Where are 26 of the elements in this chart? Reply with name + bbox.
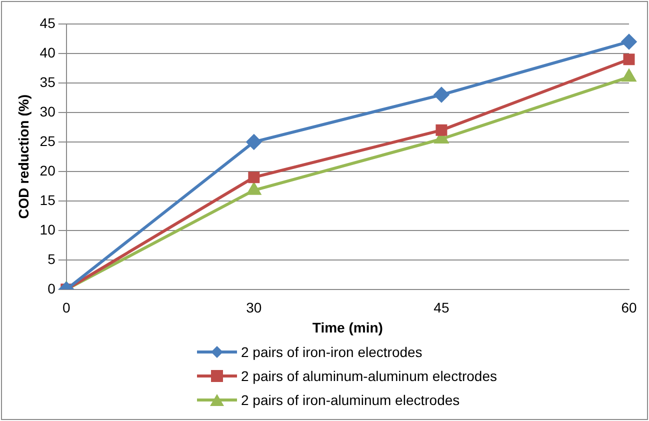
- y-tick-label: 5: [48, 250, 56, 267]
- y-tick-label: 15: [40, 192, 56, 208]
- legend-label: 2 pairs of iron-iron electrodes: [241, 344, 422, 360]
- point: [622, 70, 636, 82]
- legend-label: 2 pairs of aluminum-aluminum electrodes: [241, 368, 497, 384]
- x-tick-label: 0: [62, 300, 70, 316]
- point: [622, 34, 636, 50]
- point: [436, 124, 448, 136]
- y-tick-label: 0: [48, 280, 56, 296]
- y-tick-label: 10: [40, 221, 56, 238]
- x-tick-label: 30: [246, 300, 262, 316]
- point: [434, 87, 449, 102]
- point: [623, 54, 635, 66]
- point: [246, 134, 262, 150]
- y-axis-title: COD reduction (%): [15, 94, 32, 219]
- legend-label: 2 pairs of iron-aluminum electrodes: [241, 392, 460, 408]
- y-tick-label: 35: [40, 74, 56, 90]
- x-axis-title: Time (min): [312, 319, 383, 336]
- y-tick-label: 25: [40, 132, 56, 149]
- y-tick-label: 20: [40, 162, 56, 178]
- point: [247, 182, 261, 195]
- y-tick-label: 45: [40, 14, 56, 31]
- y-tick-label: 30: [40, 103, 56, 120]
- x-tick-label: 60: [621, 300, 637, 316]
- x-tick-label: 45: [434, 300, 450, 316]
- y-tick-label: 40: [40, 44, 56, 60]
